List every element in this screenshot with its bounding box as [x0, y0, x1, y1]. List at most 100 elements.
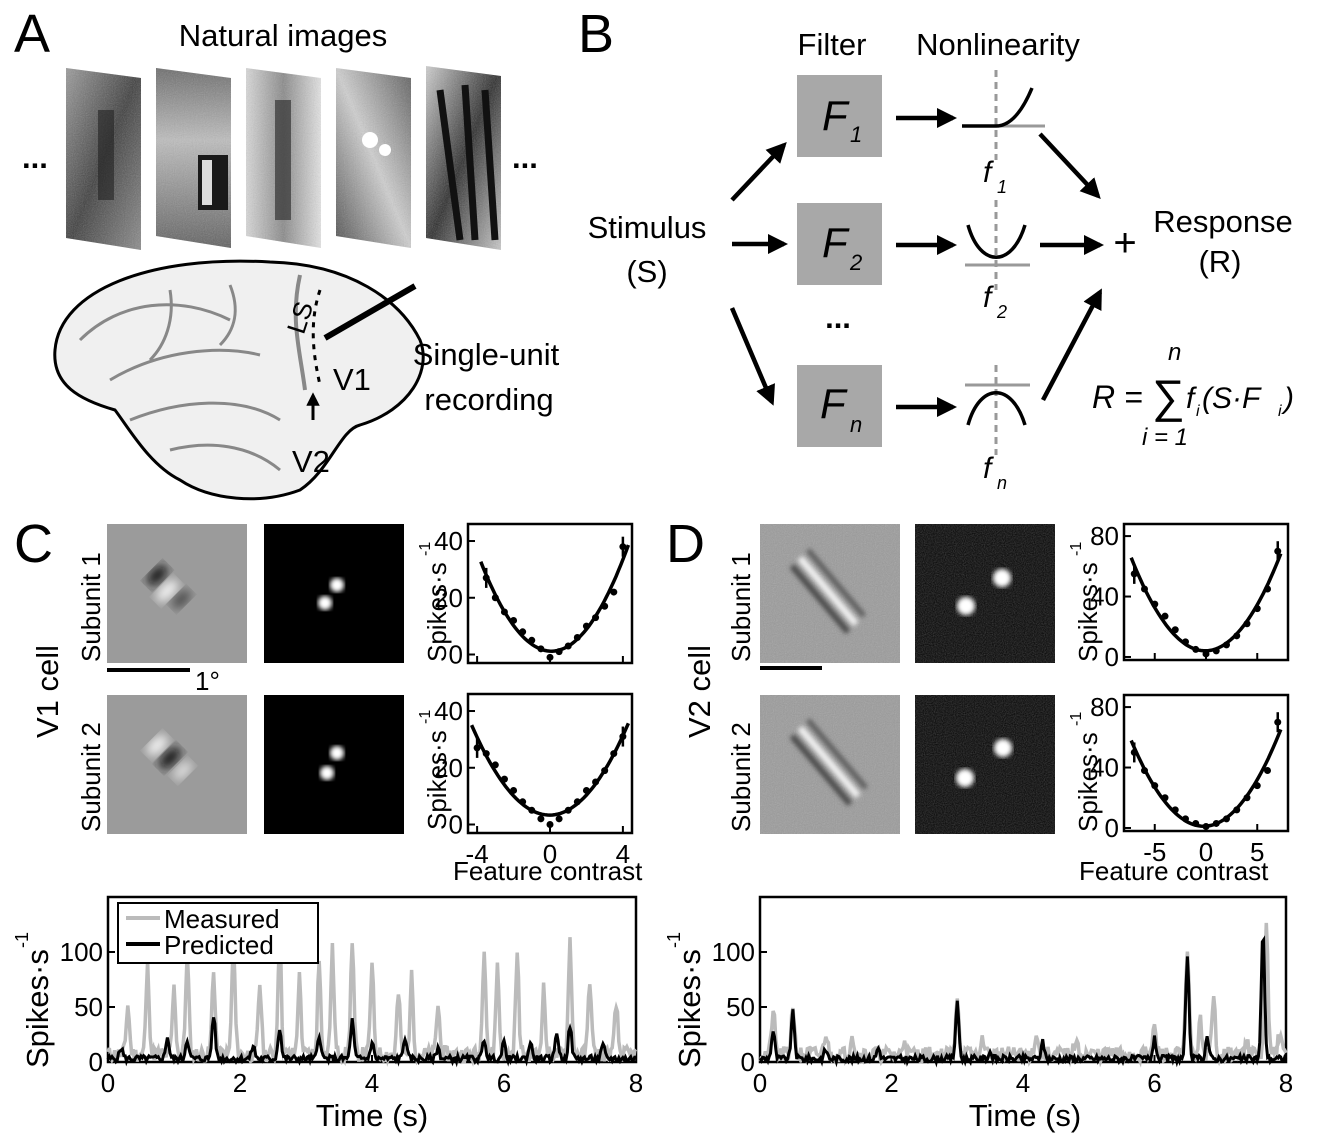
natural-image-1	[66, 68, 141, 250]
fit-curve	[1129, 728, 1283, 829]
y-tick-label: 100	[60, 937, 103, 967]
data-point	[555, 648, 563, 656]
svg-text:(S·F: (S·F	[1202, 382, 1262, 415]
data-point	[1264, 585, 1271, 593]
series-predicted	[758, 935, 1288, 1068]
c1-ylabel: Spikes·s	[422, 562, 452, 662]
svg-text:∑: ∑	[1152, 370, 1185, 422]
data-point	[1202, 822, 1210, 830]
panel-d-label: D	[666, 514, 705, 574]
axes-frame	[1122, 693, 1290, 833]
x-tick-label: 4	[365, 1068, 379, 1098]
y-tick-label: 0	[449, 809, 463, 839]
c-subunit-2-filter	[107, 695, 247, 834]
d-subunit-2-filter	[760, 695, 900, 834]
area-v1-label: V1	[333, 362, 371, 397]
svg-text:i: i	[1278, 403, 1282, 420]
natural-image-2	[156, 68, 231, 248]
x-tick-label: -5	[1143, 837, 1166, 867]
panel-c: C V1 cell Subunit 1 Subunit 2	[14, 514, 643, 886]
legend-measured: Measured	[164, 904, 280, 934]
y-tick-label: 80	[1090, 521, 1119, 551]
svg-text:-1: -1	[417, 542, 434, 556]
legend-predicted: Predicted	[164, 930, 274, 960]
svg-text:2: 2	[996, 302, 1007, 322]
natural-images-title: Natural images	[179, 18, 387, 53]
data-point	[1233, 632, 1241, 640]
v1-cell-label: V1 cell	[30, 645, 65, 738]
c-subunit-1-filter	[107, 524, 247, 663]
e-ylabel: Spikes·s	[20, 949, 55, 1068]
svg-text:1: 1	[850, 122, 862, 147]
ellipsis-left: ...	[22, 140, 48, 175]
nonlinearity-n-label: f	[983, 452, 994, 485]
e-legend: Measured Predicted	[117, 902, 319, 964]
c-scalebar-label: 1°	[195, 666, 220, 696]
y-tick-label: 50	[74, 992, 103, 1022]
data-point	[528, 636, 536, 644]
x-tick-label: 5	[1250, 837, 1264, 867]
data-point	[1192, 645, 1200, 653]
data-point	[546, 820, 554, 828]
e-xlabel: Time (s)	[316, 1098, 429, 1133]
d-subunit-1-spectrum	[915, 524, 1055, 663]
data-point	[610, 750, 618, 758]
data-point	[519, 798, 527, 806]
y-tick-label: 50	[726, 992, 755, 1022]
svg-text:-1: -1	[417, 710, 434, 724]
data-point	[528, 806, 536, 814]
data-point	[1161, 794, 1169, 802]
x-tick-label: 2	[233, 1068, 247, 1098]
chart-e: 0 50 100 0 2 4 6 8	[60, 895, 643, 1098]
natural-image-3	[246, 68, 321, 248]
y-tick-label: 20	[434, 583, 463, 613]
sum-plus: +	[1113, 221, 1136, 265]
svg-text:i: i	[1196, 403, 1200, 420]
data-point	[1264, 767, 1271, 775]
svg-text:F: F	[820, 380, 848, 427]
ellipsis-right: ...	[512, 140, 538, 175]
x-tick-label: 0	[543, 839, 557, 869]
nonlinearity-2	[965, 200, 1030, 290]
data-point	[519, 628, 527, 636]
y-tick-label: 0	[449, 639, 463, 669]
data-point	[564, 642, 572, 650]
contrast-ylabels: Spikes·s -1 Spikes·s -1 Spikes·s -1 Spik…	[417, 542, 1103, 832]
d-subunit-2-label: Subunit 2	[726, 722, 756, 832]
data-point	[1233, 806, 1241, 814]
e-ylabel-sup: -1	[12, 932, 32, 948]
data-point	[1212, 647, 1220, 655]
x-tick-label: 8	[629, 1068, 643, 1098]
y-tick-label: 40	[434, 526, 463, 556]
data-point	[1171, 626, 1179, 634]
panel-d: D V2 cell Subunit 1 Subunit 2	[666, 514, 1269, 886]
recording-label-line1: Single-unit	[413, 337, 560, 372]
filter-ellipsis: ...	[825, 300, 851, 335]
svg-text:n: n	[997, 473, 1007, 493]
natural-image-4	[336, 68, 411, 248]
data-point	[1253, 605, 1261, 613]
svg-text:n: n	[850, 412, 862, 437]
fit-curve	[470, 722, 630, 817]
panel-a-label: A	[14, 4, 50, 64]
c-subunit-2-label: Subunit 2	[76, 722, 106, 832]
f-xlabel: Time (s)	[969, 1098, 1082, 1133]
data-point	[537, 645, 545, 653]
c-subunit-2-spectrum	[264, 695, 404, 834]
svg-text:-1: -1	[1068, 712, 1085, 726]
data-point	[1243, 794, 1251, 802]
svg-text:R =: R =	[1092, 379, 1143, 415]
y-tick-label: 80	[1090, 692, 1119, 722]
data-point	[1192, 819, 1200, 827]
d-subunit-2-spectrum	[915, 695, 1055, 834]
series-measured	[106, 937, 638, 1067]
svg-text:F: F	[822, 219, 850, 266]
nonlinearity-1	[962, 70, 1045, 160]
data-point	[491, 594, 499, 602]
nonlinearity-n	[965, 365, 1030, 455]
nonlinearity-1-label: f	[983, 156, 994, 189]
filter-box-n: F n	[797, 365, 882, 447]
y-tick-label: 0	[1105, 813, 1119, 843]
